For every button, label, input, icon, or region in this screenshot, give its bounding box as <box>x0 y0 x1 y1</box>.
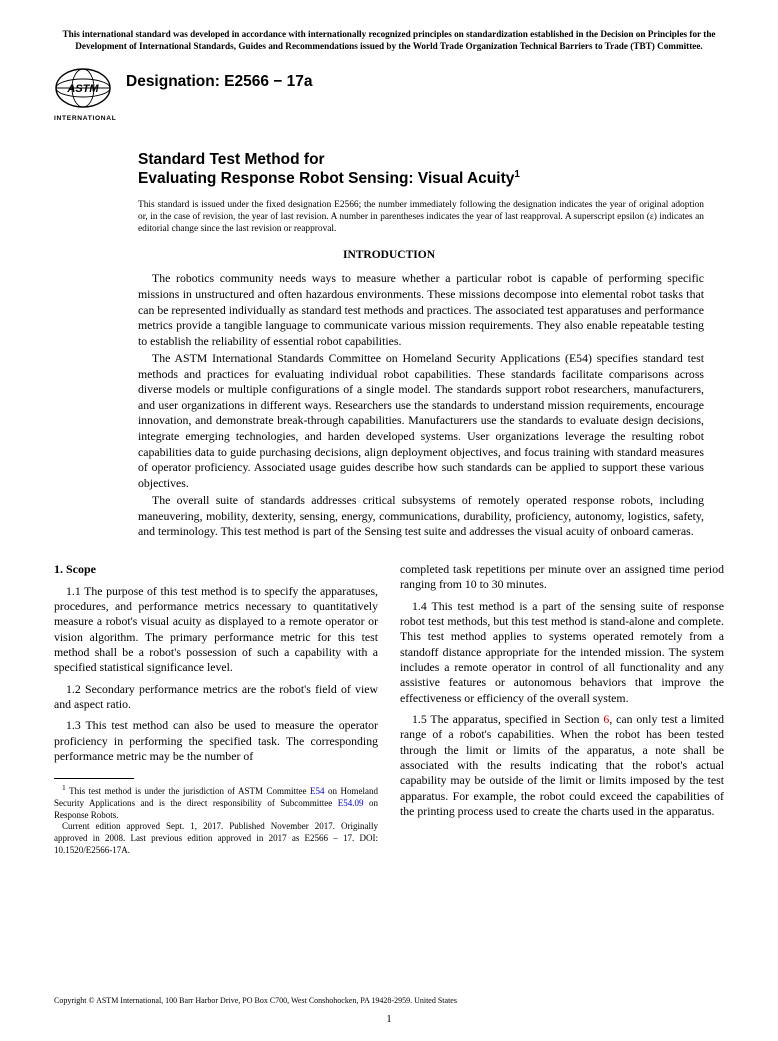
scope-1-5: 1.5 The apparatus, specified in Section … <box>400 712 724 819</box>
svg-text:ASTM: ASTM <box>66 83 99 95</box>
scope-1-3: 1.3 This test method can also be used to… <box>54 718 378 764</box>
scope-1-3-cont: completed task repetitions per minute ov… <box>400 562 724 593</box>
scope-1-5a: 1.5 The apparatus, specified in Section <box>412 712 603 726</box>
title-superscript: 1 <box>514 169 520 180</box>
intro-para-2: The ASTM International Standards Committ… <box>138 351 704 491</box>
footnote-2: Current edition approved Sept. 1, 2017. … <box>54 821 378 856</box>
intro-para-3: The overall suite of standards addresses… <box>138 493 704 540</box>
footnote-1a: This test method is under the jurisdicti… <box>66 786 310 796</box>
scope-1-1: 1.1 The purpose of this test method is t… <box>54 584 378 676</box>
issuance-note: This standard is issued under the fixed … <box>138 199 704 236</box>
page: This international standard was develope… <box>0 0 778 1041</box>
intro-para-1: The robotics community needs ways to mea… <box>138 271 704 349</box>
title-block: Standard Test Method for Evaluating Resp… <box>138 150 724 189</box>
title-line-2: Evaluating Response Robot Sensing: Visua… <box>138 169 724 189</box>
scope-1-4: 1.4 This test method is a part of the se… <box>400 599 724 706</box>
designation: Designation: E2566 − 17a <box>126 73 313 91</box>
page-number: 1 <box>0 1013 778 1025</box>
scope-1-5b: , can only test a limited range of a rob… <box>400 712 724 818</box>
header-row: ASTM INTERNATIONAL Designation: E2566 − … <box>54 67 724 122</box>
logo-caption: INTERNATIONAL <box>54 115 112 122</box>
astm-logo: ASTM INTERNATIONAL <box>54 67 112 122</box>
astm-logo-icon: ASTM <box>54 67 112 109</box>
intro-heading: INTRODUCTION <box>54 249 724 261</box>
footnote-link-e54[interactable]: E54 <box>310 786 325 796</box>
footnote-1: 1 This test method is under the jurisdic… <box>54 783 378 821</box>
left-column: 1. Scope 1.1 The purpose of this test me… <box>54 562 378 856</box>
right-column: completed task repetitions per minute ov… <box>400 562 724 856</box>
footnote-rule <box>54 778 134 779</box>
title-main: Evaluating Response Robot Sensing: Visua… <box>138 170 514 187</box>
two-column-body: 1. Scope 1.1 The purpose of this test me… <box>54 562 724 856</box>
scope-1-2: 1.2 Secondary performance metrics are th… <box>54 682 378 713</box>
title-line-1: Standard Test Method for <box>138 150 724 169</box>
footnote-link-e5409[interactable]: E54.09 <box>338 798 364 808</box>
scope-heading: 1. Scope <box>54 562 378 578</box>
top-notice: This international standard was develope… <box>54 28 724 53</box>
copyright-line: Copyright © ASTM International, 100 Barr… <box>54 996 457 1005</box>
